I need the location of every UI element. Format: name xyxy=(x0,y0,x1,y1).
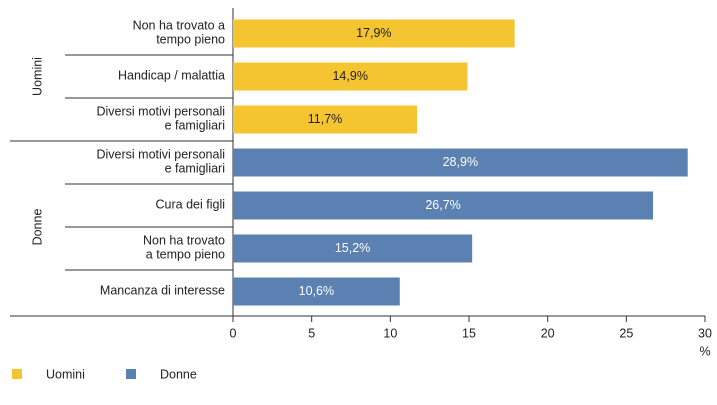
category-label: Mancanza di interesse xyxy=(100,284,225,298)
group-label: Donne xyxy=(30,209,44,246)
value-label: 17,9% xyxy=(356,26,391,40)
bar xyxy=(233,105,418,134)
value-label: 26,7% xyxy=(425,198,460,212)
bar xyxy=(233,191,654,220)
bar xyxy=(233,234,473,263)
category-label: Handicap / malattia xyxy=(118,69,225,83)
value-label: 28,9% xyxy=(443,155,478,169)
bar xyxy=(233,19,515,48)
category-label: Diversi motivi personali e famigliari xyxy=(96,105,225,133)
bar xyxy=(233,62,468,91)
group-label: Uomini xyxy=(30,57,44,96)
x-tick-label: 25 xyxy=(619,326,633,340)
category-label: Non ha trovato a tempo pieno xyxy=(143,234,225,262)
value-label: 15,2% xyxy=(335,241,370,255)
legend-label: Uomini xyxy=(46,367,85,381)
value-label: 10,6% xyxy=(299,284,334,298)
category-label: Cura dei figli xyxy=(156,198,225,212)
x-tick-label: 20 xyxy=(541,326,555,340)
category-label: Diversi motivi personali e famigliari xyxy=(96,148,225,176)
legend-swatch xyxy=(126,369,136,379)
x-tick-label: 30 xyxy=(698,326,712,340)
bar xyxy=(233,277,400,306)
legend-label: Donne xyxy=(160,367,197,381)
category-label: Non ha trovato a tempo pieno xyxy=(133,19,225,47)
x-tick-label: 15 xyxy=(462,326,476,340)
x-tick-label: 10 xyxy=(383,326,397,340)
x-tick-label: 0 xyxy=(230,326,237,340)
value-label: 11,7% xyxy=(308,112,343,126)
bar xyxy=(233,148,688,177)
x-unit: % xyxy=(699,344,710,358)
legend-swatch xyxy=(12,369,22,379)
value-label: 14,9% xyxy=(332,69,367,83)
x-tick-label: 5 xyxy=(308,326,315,340)
